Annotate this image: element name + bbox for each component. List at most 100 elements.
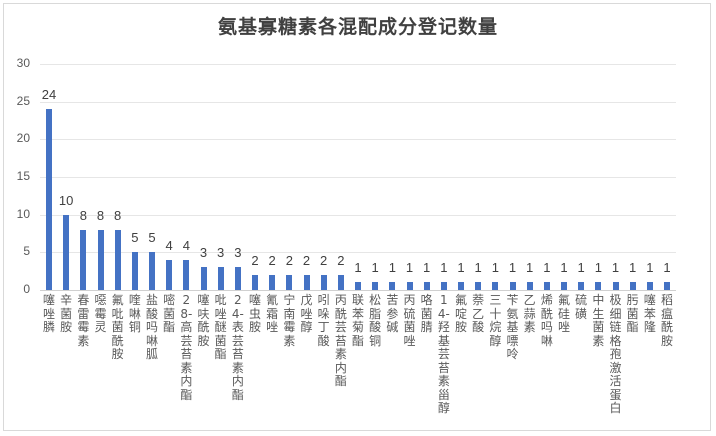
bar[interactable] [492,282,499,290]
data-label: 1 [474,260,482,276]
x-tick-label: 宁南霉素 [283,293,296,348]
data-label: 1 [371,260,379,276]
bar[interactable] [578,282,585,290]
bar[interactable] [114,229,121,290]
x-tick-label: 极细链格孢激活蛋白 [609,293,622,415]
x-tick-label: 盐酸吗啉胍 [145,293,158,361]
bar[interactable] [372,282,379,290]
x-tick-label: 三十烷醇 [489,293,502,348]
bar[interactable] [252,274,258,290]
bar[interactable] [458,282,464,290]
data-label: 2 [268,252,276,268]
x-tick-label: 28-高芸苔素内酯 [180,293,193,402]
bar[interactable] [440,282,447,290]
gridline [40,252,676,254]
plot-area: 24 10 8 8 8 5 5 4 4 3 3 3 2 2 2 2 2 2 1 1 1 1 1 1 1 1 1 1 1 1 1 1 1 1 1 1 1 [40,64,676,291]
bar[interactable] [526,282,533,290]
bar[interactable] [166,259,173,290]
x-tick-label: 14-羟基芸苔素甾醇 [437,293,450,415]
bar[interactable] [149,252,155,290]
x-tick-label: 肟菌酯 [626,293,639,334]
bar[interactable] [320,274,327,290]
bar[interactable] [234,267,241,290]
data-label: 1 [646,260,654,276]
bar[interactable] [131,252,138,290]
gridline [40,214,676,216]
bar[interactable] [183,259,190,290]
y-tick-label: 10 [16,206,30,221]
x-tick-label: 萘乙酸 [472,293,485,334]
bar[interactable] [286,274,293,290]
gridline [40,177,676,178]
x-axis-line [40,290,676,291]
bar[interactable] [303,274,310,290]
data-label: 1 [663,260,671,276]
bar[interactable] [80,229,87,290]
bar[interactable] [543,282,550,290]
bar[interactable] [63,214,70,290]
x-tick-label: 噻唑膦 [42,293,55,334]
x-tick-label: 噻呋酰胺 [197,293,210,348]
data-label: 2 [302,252,311,268]
data-label: 1 [577,260,585,276]
bar[interactable] [269,274,276,290]
bar[interactable] [629,282,636,290]
data-label: 8 [79,207,87,223]
bar[interactable] [217,267,224,290]
data-label: 1 [594,260,602,276]
bar[interactable] [46,109,52,290]
data-label: 5 [148,230,156,246]
y-tick-label: 0 [23,282,30,296]
y-tick-label: 30 [16,56,30,70]
x-tick-label: 氟吡菌酰胺 [111,293,124,361]
bar[interactable] [355,282,361,290]
bar[interactable] [423,282,430,290]
x-tick-label: 噻苯隆 [643,293,656,334]
x-tick-label: 硫磺 [575,293,588,321]
data-label: 1 [405,260,414,276]
data-label: 2 [337,252,345,268]
y-tick-label: 20 [16,131,30,146]
bar[interactable] [406,282,413,290]
bar[interactable] [561,282,567,290]
data-label: 1 [457,260,465,276]
x-tick-label: 乙蒜素 [523,293,536,334]
data-label: 1 [440,260,448,276]
bar[interactable] [389,282,396,290]
y-tick-label: 25 [16,93,30,108]
gridline [40,64,676,65]
x-tick-label: 中生菌素 [592,293,605,348]
data-label: 1 [629,260,637,276]
bar[interactable] [646,282,653,290]
data-label: 3 [234,245,242,261]
bar[interactable] [97,229,104,290]
data-label: 1 [423,260,431,276]
y-tick-label: 5 [23,244,30,259]
x-tick-label: 噁霉灵 [94,293,107,334]
data-label: 8 [96,207,105,223]
x-tick-label: 苦参碱 [386,293,399,334]
x-tick-label: 稻瘟酰胺 [660,293,673,348]
bar[interactable] [595,282,602,290]
bar[interactable] [200,267,207,290]
data-label: 1 [354,260,362,276]
x-tick-label: 春雷霉素 [77,293,90,348]
bar[interactable] [337,274,344,290]
x-tick-label: 丙硫菌唑 [403,293,416,348]
x-tick-label: 吲哚丁酸 [317,293,330,348]
data-label: 1 [526,260,534,276]
x-tick-label: 吡唑醚菌酯 [214,293,227,361]
x-tick-label: 松脂酸铜 [369,293,382,348]
chart-frame [3,3,711,431]
bar[interactable] [509,282,516,290]
x-tick-label: 辛菌胺 [60,293,73,334]
data-label: 3 [217,245,225,261]
bar[interactable] [475,282,482,290]
chart-title: 氨基寡糖素各混配成分登记数量 [217,16,498,38]
x-tick-label: 氰霜唑 [266,293,279,334]
bar[interactable] [612,282,619,290]
data-label: 1 [508,260,517,276]
data-label: 2 [285,252,293,268]
data-label: 1 [543,260,551,276]
bar[interactable] [664,282,670,290]
